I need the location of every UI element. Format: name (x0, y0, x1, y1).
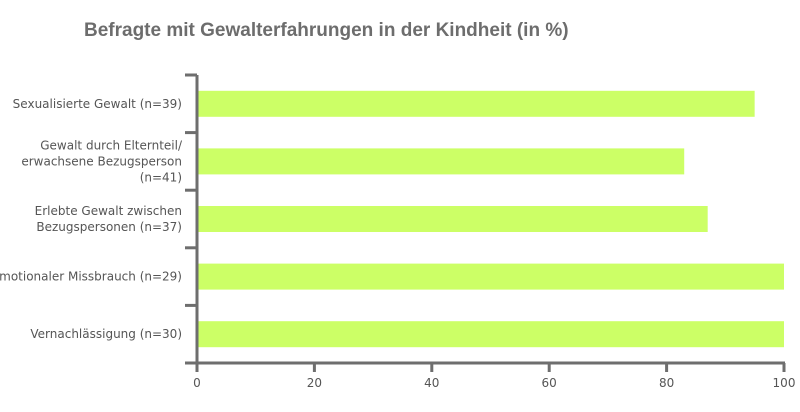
x-tick-label-100: 100 (773, 376, 796, 390)
bars-group (197, 90, 784, 348)
category-label-3-line-2: Bezugspersonen (n=37) (36, 220, 182, 234)
bar-1 (197, 90, 755, 117)
x-tick-label-80: 80 (659, 376, 674, 390)
category-label-1: Sexualisierte Gewalt (n=39) (13, 97, 182, 111)
chart-title: Befragte mit Gewalterfahrungen in der Ki… (84, 20, 569, 41)
category-label-3-line-1: Erlebte Gewalt zwischen (35, 204, 182, 218)
bar-5 (197, 321, 784, 348)
axes-group (185, 73, 786, 372)
category-label-5: Vernachlässigung (n=30) (30, 327, 182, 341)
category-label-2-line-1: Gewalt durch Elternteil/ (40, 138, 183, 152)
x-tick-labels-group: 0 20 40 60 80 100 (193, 376, 795, 390)
category-label-2-line-3: (n=41) (140, 170, 182, 184)
x-tick-label-40: 40 (424, 376, 439, 390)
bar-3 (197, 206, 708, 232)
bar-2 (197, 148, 685, 175)
x-tick-label-60: 60 (542, 376, 557, 390)
category-label-4: Emotionaler Missbrauch (n=29) (0, 270, 182, 284)
x-tick-label-0: 0 (193, 376, 201, 390)
category-label-2-line-2: erwachsene Bezugsperson (21, 154, 182, 168)
x-tick-label-20: 20 (307, 376, 322, 390)
category-labels-group: Sexualisierte Gewalt (n=39) Gewalt durch … (0, 97, 183, 341)
bar-4 (197, 263, 784, 290)
